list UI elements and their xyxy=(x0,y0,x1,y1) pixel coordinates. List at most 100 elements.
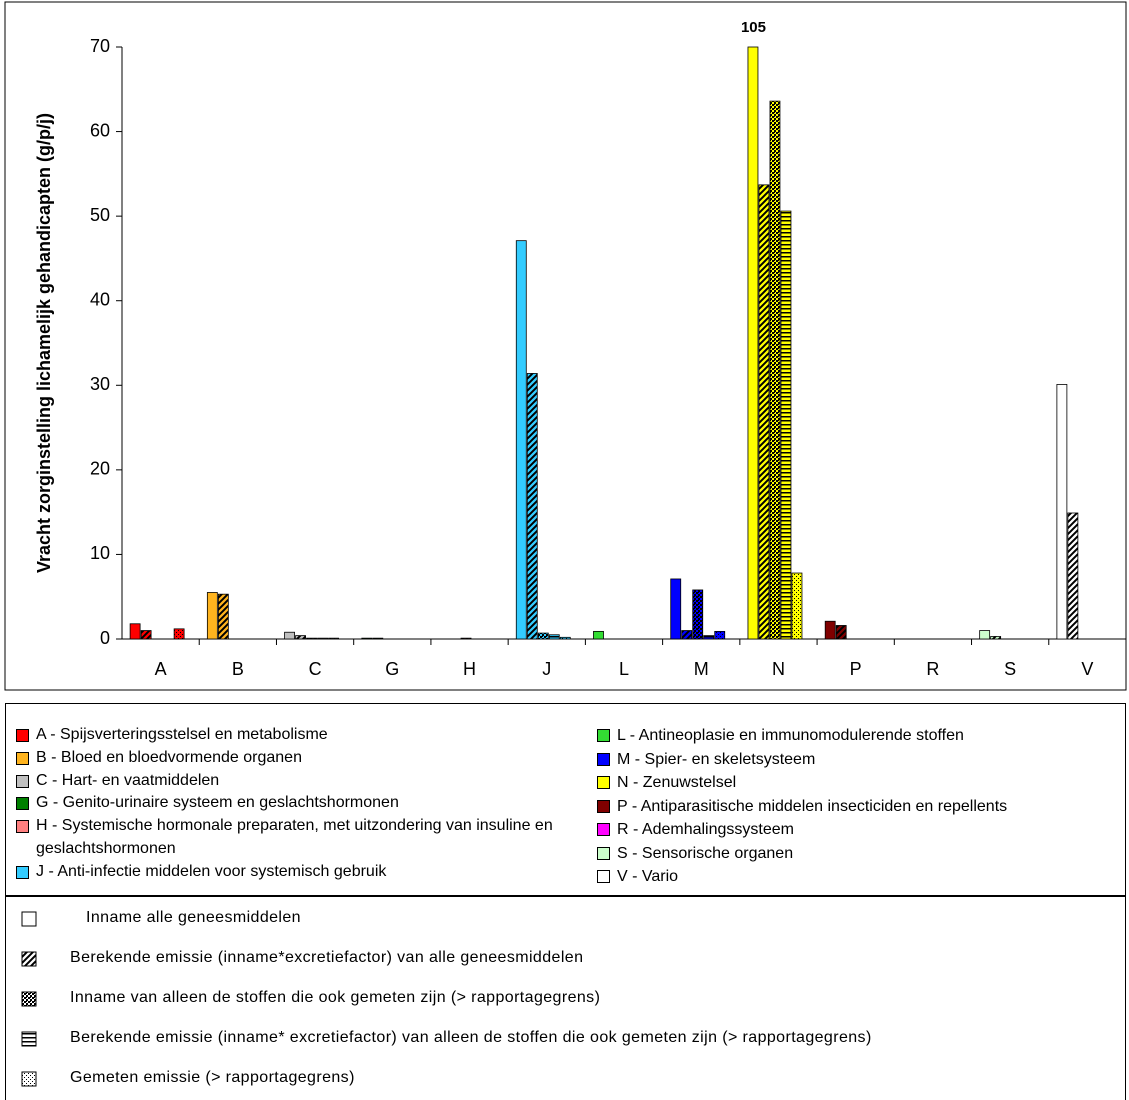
legend-swatch xyxy=(597,823,610,836)
bar xyxy=(317,637,328,640)
legend-swatch xyxy=(16,729,29,742)
bar xyxy=(206,592,218,640)
x-tick-label: B xyxy=(232,659,244,679)
legend-label: P - Antiparasitische middelen insecticid… xyxy=(617,797,1008,815)
x-tick-label: M xyxy=(694,659,709,679)
legend-swatch xyxy=(597,870,610,883)
legend-entry: V - Vario xyxy=(597,865,1127,889)
x-tick-label: C xyxy=(309,659,322,679)
legend-entry: P - Antiparasitische middelen insecticid… xyxy=(597,795,1127,819)
x-tick-label: H xyxy=(463,659,476,679)
y-tick-label: 10 xyxy=(90,543,110,563)
y-axis-title: Vracht zorginstelling lichamelijk gehand… xyxy=(34,113,54,573)
x-tick-label: L xyxy=(619,659,629,679)
legend-swatch xyxy=(21,1071,37,1087)
x-tick-label: G xyxy=(385,659,399,679)
legend-entry: C - Hart- en vaatmiddelen xyxy=(16,770,596,793)
bar xyxy=(217,593,229,640)
legend-entry: J - Anti-infectie middelen voor systemis… xyxy=(16,861,596,884)
y-tick-label: 60 xyxy=(90,120,110,140)
series-legend: Inname alle geneesmiddelen Berekende emis… xyxy=(5,896,1126,1100)
bar xyxy=(361,637,373,640)
legend-swatch xyxy=(21,1031,37,1047)
bar xyxy=(990,636,1002,640)
bar xyxy=(1056,384,1068,640)
legend-column: L - Antineoplasie en immunomodulerende s… xyxy=(597,724,1127,889)
category-legend: A - Spijsverteringsstelsel en metabolism… xyxy=(5,703,1126,896)
legend-entry: B - Bloed en bloedvormende organen xyxy=(16,747,596,770)
legend-swatch xyxy=(597,729,610,742)
legend-label: N - Zenuwstelsel xyxy=(617,774,737,791)
x-tick-label: S xyxy=(1004,659,1016,679)
legend-entry: M - Spier- en skeletsysteem xyxy=(597,748,1127,772)
bar xyxy=(747,46,759,640)
legend-label: S - Sensorische organen xyxy=(617,844,794,862)
bar xyxy=(515,240,527,640)
y-tick-label: 50 xyxy=(90,205,110,225)
bar xyxy=(835,625,847,640)
bar xyxy=(328,637,339,640)
legend-swatch xyxy=(21,911,37,927)
legend-label: B - Bloed en bloedvormende organen xyxy=(36,748,302,766)
legend-entry: N - Zenuwstelsel xyxy=(597,771,1127,795)
y-tick-label: 0 xyxy=(100,628,110,648)
bar xyxy=(460,637,472,640)
legend-swatch xyxy=(16,865,29,879)
legend-label: J - Anti-infectie middelen voor systemis… xyxy=(36,862,387,880)
bar xyxy=(692,589,704,640)
legend-label: Berekende emissie (inname*excretiefactor… xyxy=(70,949,584,966)
legend-label: A - Spijsverteringsstelsel en metabolism… xyxy=(36,726,328,743)
y-tick-label: 20 xyxy=(90,459,110,479)
legend-entry: R - Ademhalingssysteem xyxy=(597,818,1127,842)
legend-swatch xyxy=(16,820,29,834)
bar xyxy=(758,184,770,640)
bar xyxy=(824,620,836,640)
bar xyxy=(306,637,317,640)
bar xyxy=(703,635,715,640)
legend-swatch xyxy=(21,991,37,1007)
legend-column: A - Spijsverteringsstelsel en metabolism… xyxy=(16,724,596,884)
data-label: 105 xyxy=(741,19,766,36)
bar xyxy=(140,630,152,640)
chart: Vracht zorginstelling lichamelijk gehand… xyxy=(4,1,1127,691)
bar xyxy=(681,630,693,640)
legend-swatch xyxy=(16,774,29,788)
bar xyxy=(670,578,682,640)
legend-label: G - Genito-urinaire systeem en geslachts… xyxy=(36,794,399,812)
legend-label: Gemeten emissie (> rapportagegrens) xyxy=(70,1069,355,1086)
bar xyxy=(1067,512,1079,640)
legend-label: V - Vario xyxy=(617,868,679,885)
bar xyxy=(559,636,571,640)
bar xyxy=(714,630,726,640)
y-tick-label: 40 xyxy=(90,289,110,309)
legend-entry: A - Spijsverteringsstelsel en metabolism… xyxy=(16,724,596,747)
bar xyxy=(537,632,549,640)
x-tick-label: J xyxy=(542,659,551,679)
legend-label: Berekende emissie (inname* excretiefacto… xyxy=(70,1029,872,1046)
y-tick-label: 70 xyxy=(90,36,110,56)
x-tick-label: V xyxy=(1081,659,1093,679)
bar xyxy=(769,100,781,640)
legend-label: Inname alle geneesmiddelen xyxy=(86,909,301,926)
bar xyxy=(295,635,306,640)
bar xyxy=(979,630,991,640)
legend-entry: S - Sensorische organen xyxy=(597,842,1127,866)
legend-swatch xyxy=(16,751,29,765)
legend-swatch xyxy=(21,951,37,967)
legend-swatch xyxy=(597,776,610,789)
legend-label: C - Hart- en vaatmiddelen xyxy=(36,771,220,789)
legend-swatch xyxy=(597,846,610,860)
legend-entry: G - Genito-urinaire systeem en geslachts… xyxy=(16,792,596,815)
x-tick-label: A xyxy=(155,659,167,679)
legend-label: L - Antineoplasie en immunomodulerende s… xyxy=(617,727,964,744)
legend-label: M - Spier- en skeletsysteem xyxy=(617,750,816,768)
legend-entry: H - Systemische hormonale preparaten, me… xyxy=(16,815,596,861)
legend-label: R - Ademhalingssysteem xyxy=(617,821,794,838)
x-tick-label: R xyxy=(926,659,939,679)
chart-border xyxy=(4,1,1127,691)
legend-label: Inname van alleen de stoffen die ook gem… xyxy=(70,989,601,1006)
legend-swatch xyxy=(597,752,610,766)
series-swatches xyxy=(21,911,37,1087)
bar xyxy=(593,630,604,640)
